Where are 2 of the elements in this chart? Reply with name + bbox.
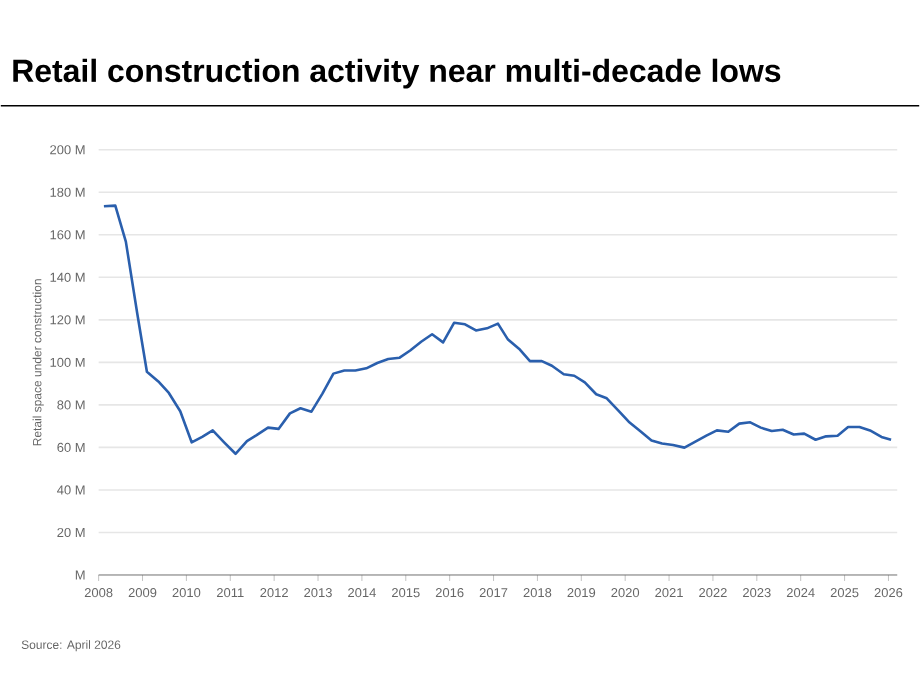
line-series: [102, 203, 893, 455]
chart-title: Retail construction activity near multi-decade lows: [13, 58, 781, 89]
